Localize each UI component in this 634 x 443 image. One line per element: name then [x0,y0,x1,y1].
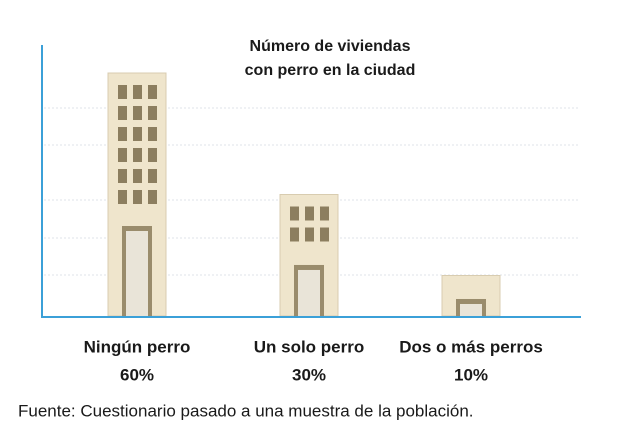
window [133,106,142,120]
chart-title: Número de viviendas [250,38,411,55]
window [118,169,127,183]
window [133,190,142,204]
x-tick-label: Un solo perro [254,337,365,356]
window [290,227,299,242]
window [133,169,142,183]
window [118,85,127,99]
window [148,190,157,204]
window [305,227,314,242]
building [279,194,339,317]
door-inner [298,269,320,316]
window [118,190,127,204]
x-tick-label: Dos o más perros [399,337,543,356]
x-tick-label: Ningún perro [84,337,191,356]
window [148,106,157,120]
window [320,227,329,242]
value-label: 60% [120,365,154,384]
source-note: Fuente: Cuestionario pasado a una muestr… [18,401,474,420]
window [133,85,142,99]
chart-title: con perro en la ciudad [245,62,416,79]
window [320,206,329,221]
window [148,148,157,162]
window [118,127,127,141]
door-inner [126,231,148,316]
window [133,127,142,141]
window [148,85,157,99]
window [118,148,127,162]
window [133,148,142,162]
window [148,127,157,141]
building [441,275,501,317]
value-label: 10% [454,365,488,384]
window [290,206,299,221]
window [305,206,314,221]
building [107,72,167,317]
window [118,106,127,120]
window [148,169,157,183]
door-inner [460,303,482,316]
value-label: 30% [292,365,326,384]
